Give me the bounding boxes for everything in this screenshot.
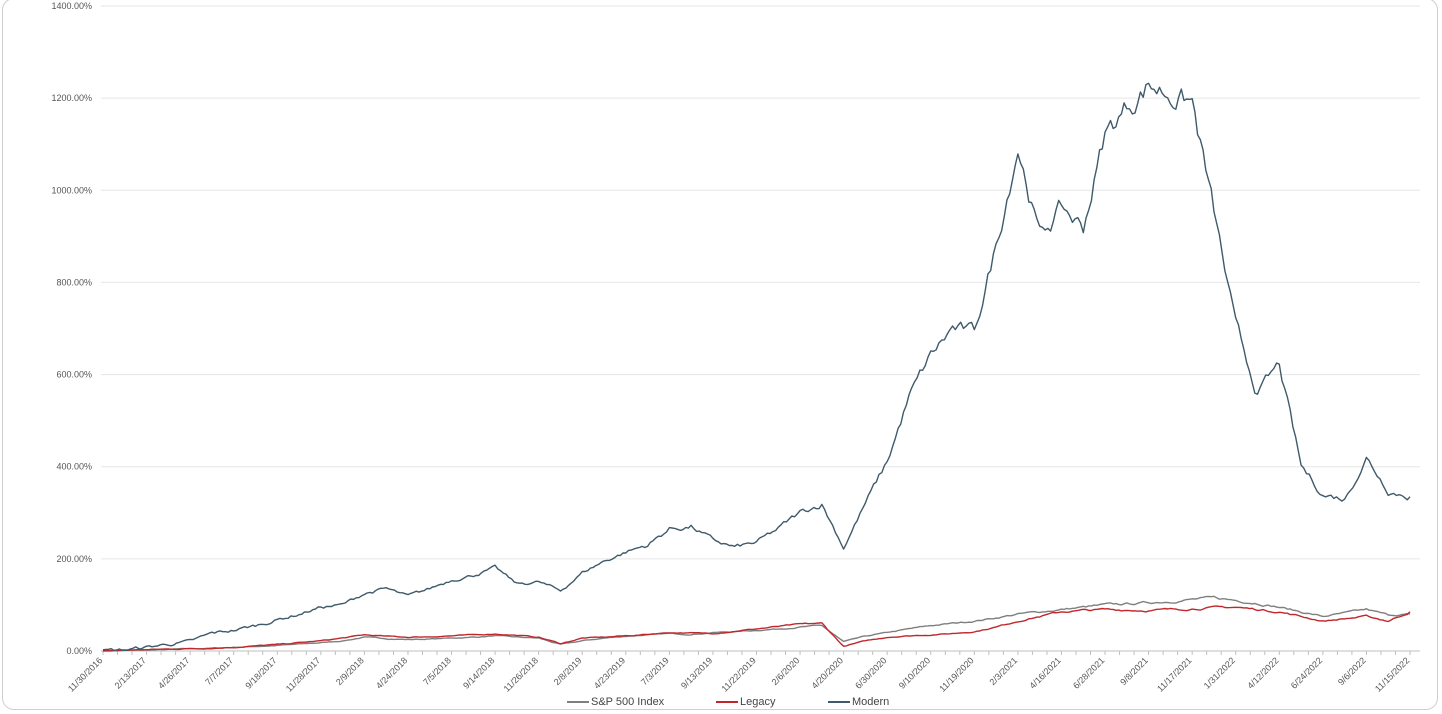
x-tick-label: 11/30/2016 xyxy=(66,655,104,693)
legend-item-sp500: S&P 500 Index xyxy=(567,696,664,708)
y-tick-label: 400.00% xyxy=(56,462,92,472)
y-tick-label: 1400.00% xyxy=(51,1,92,11)
x-tick-label: 7/3/2019 xyxy=(639,655,671,687)
x-tick-label: 2/3/2021 xyxy=(987,655,1019,687)
y-tick-label: 800.00% xyxy=(56,277,92,287)
x-tick-label: 7/7/2017 xyxy=(203,655,235,687)
x-tick-label: 9/13/2019 xyxy=(679,655,714,690)
x-tick-label: 11/22/2019 xyxy=(719,655,757,693)
x-tick-label: 11/15/2022 xyxy=(1373,655,1411,693)
x-tick-label: 9/8/2021 xyxy=(1118,655,1150,687)
x-tick-label: 11/26/2018 xyxy=(502,655,540,693)
legend-item-legacy: Legacy xyxy=(716,696,775,708)
x-tick-label: 4/23/2019 xyxy=(592,655,627,690)
x-tick-label: 9/18/2017 xyxy=(243,655,278,690)
x-tick-label: 9/6/2022 xyxy=(1336,655,1368,687)
x-tick-label: 1/31/2022 xyxy=(1202,655,1237,690)
x-tick-label: 6/24/2022 xyxy=(1289,655,1324,690)
x-tick-label: 6/30/2020 xyxy=(853,655,888,690)
legend-swatch-modern xyxy=(828,701,850,703)
x-tick-label: 4/26/2017 xyxy=(156,655,191,690)
x-tick-label: 2/13/2017 xyxy=(113,655,148,690)
x-tick-label: 2/8/2019 xyxy=(552,655,584,687)
y-tick-label: 1000.00% xyxy=(51,185,92,195)
y-tick-label: 600.00% xyxy=(56,370,92,380)
y-tick-label: 200.00% xyxy=(56,554,92,564)
series-line-legacy xyxy=(102,605,1411,652)
legend-swatch-sp500 xyxy=(567,701,589,703)
x-tick-label: 9/10/2020 xyxy=(897,655,932,690)
legend-swatch-legacy xyxy=(716,701,738,703)
x-tick-label: 4/12/2022 xyxy=(1245,655,1280,690)
x-tick-label: 2/6/2020 xyxy=(770,655,802,687)
x-tick-label: 11/17/2021 xyxy=(1155,655,1193,693)
x-tick-label: 6/28/2021 xyxy=(1071,655,1106,690)
legend: S&P 500 Index Legacy Modern xyxy=(0,696,1442,712)
x-tick-label: 11/28/2017 xyxy=(284,655,322,693)
y-tick-label: 1200.00% xyxy=(51,93,92,103)
x-tick-label: 4/24/2018 xyxy=(374,655,409,690)
legend-label: Modern xyxy=(852,696,890,708)
x-tick-label: 4/16/2021 xyxy=(1027,655,1062,690)
x-tick-label: 7/5/2018 xyxy=(421,655,453,687)
legend-label: Legacy xyxy=(740,696,776,708)
x-tick-label: 9/14/2018 xyxy=(461,655,496,690)
x-tick-label: 11/19/2020 xyxy=(937,655,975,693)
series-line-modern xyxy=(102,82,1411,652)
legend-item-modern: Modern xyxy=(828,696,889,708)
y-tick-label: 0.00% xyxy=(66,646,92,656)
x-tick-label: 4/20/2020 xyxy=(810,655,845,690)
legend-label: S&P 500 Index xyxy=(591,696,665,708)
series-line-s-p-500-index xyxy=(102,595,1411,652)
x-tick-label: 2/9/2018 xyxy=(334,655,366,687)
